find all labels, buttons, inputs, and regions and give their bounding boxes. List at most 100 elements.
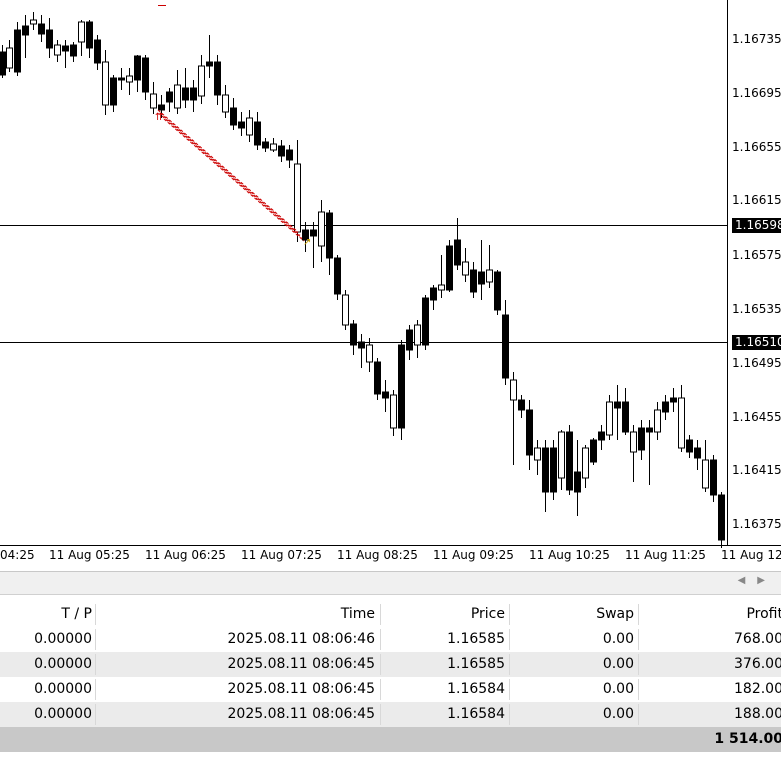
candle-body: [334, 257, 341, 295]
candle-body: [446, 245, 453, 291]
candlestick-chart[interactable]: ⇈ ↗: [0, 0, 781, 570]
price-chart[interactable]: ⇈ ↗ 1.16735 1.16695 1.16655 1.16615 1.16…: [0, 0, 781, 570]
header-price[interactable]: Price: [470, 606, 505, 622]
candle-body: [206, 61, 213, 67]
header-tp[interactable]: T / P: [61, 606, 92, 622]
trade-line: [163, 118, 305, 242]
scroll-arrows: ◀▶: [738, 575, 777, 586]
column-divider: [638, 654, 639, 675]
table-row[interactable]: 0.00000 2025.08.11 08:06:45 1.16585 0.00…: [0, 652, 781, 677]
candle-body: [350, 323, 357, 346]
candle-body: [38, 23, 45, 35]
candle-body: [614, 401, 621, 409]
candle-body: [518, 399, 525, 411]
candle-body: [0, 51, 6, 76]
price-tick: 1.16375: [732, 517, 781, 531]
header-time[interactable]: Time: [340, 606, 375, 622]
column-divider: [380, 629, 381, 650]
price-tick: 1.16535: [732, 302, 781, 316]
cell-price: 1.16585: [447, 656, 505, 672]
candle-body: [326, 212, 333, 259]
candle-body: [238, 121, 245, 129]
cell-price: 1.16584: [447, 681, 505, 697]
candle-body: [174, 84, 181, 109]
candle-body: [318, 211, 325, 247]
candle-body: [454, 239, 461, 266]
candle-body: [262, 141, 269, 149]
candle-body: [94, 39, 101, 64]
candle-body: [78, 21, 85, 43]
candle-body: [702, 459, 709, 489]
header-profit[interactable]: Profit: [746, 606, 781, 622]
candle-body: [254, 121, 261, 146]
candle-body: [694, 447, 701, 459]
column-divider: [638, 704, 639, 725]
cell-time: 2025.08.11 08:06:45: [227, 656, 376, 672]
candle-body: [118, 77, 125, 81]
price-tick: 1.16655: [732, 140, 781, 154]
candle-body: [198, 65, 205, 97]
candle-body: [366, 344, 373, 363]
scroll-right-icon[interactable]: ▶: [757, 575, 777, 586]
table-total-row: 1 514.00: [0, 727, 781, 752]
candle-body: [510, 379, 517, 401]
candle-body: [382, 391, 389, 399]
candle-body: [342, 294, 349, 326]
trade-close-arrow-icon: ↗: [303, 237, 311, 248]
candle-body: [662, 401, 669, 413]
column-divider: [95, 629, 96, 650]
cell-swap: 0.00: [602, 681, 634, 697]
price-tick: 1.16455: [732, 410, 781, 424]
column-divider: [509, 629, 510, 650]
candle-body: [494, 271, 501, 311]
column-divider[interactable]: [380, 604, 381, 625]
candle-body: [358, 341, 365, 349]
toolbox-divider-bar: ◀▶: [0, 571, 781, 595]
candle-body: [414, 324, 421, 346]
candle-body: [374, 361, 381, 395]
price-tick: 1.16695: [732, 86, 781, 100]
cell-time: 2025.08.11 08:06:45: [227, 706, 376, 722]
candle-body: [534, 447, 541, 461]
cell-swap: 0.00: [602, 706, 634, 722]
column-divider: [380, 704, 381, 725]
scroll-left-icon[interactable]: ◀: [737, 575, 758, 586]
cell-time: 2025.08.11 08:06:45: [227, 681, 376, 697]
candles-group: [0, 12, 725, 548]
candle-body: [710, 459, 717, 496]
candle-body: [62, 45, 69, 52]
candle-body: [718, 494, 725, 541]
candle-body: [526, 409, 533, 456]
candle-body: [214, 61, 221, 96]
column-divider[interactable]: [509, 604, 510, 625]
candle-body: [438, 284, 445, 291]
candle-body: [398, 344, 405, 429]
table-row[interactable]: 0.00000 2025.08.11 08:06:45 1.16584 0.00…: [0, 702, 781, 727]
candle-body: [646, 427, 653, 433]
cell-tp: 0.00000: [34, 706, 92, 722]
candle-body: [310, 229, 317, 237]
table-row[interactable]: 0.00000 2025.08.11 08:06:46 1.16585 0.00…: [0, 627, 781, 652]
table-row[interactable]: 0.00000 2025.08.11 08:06:45 1.16584 0.00…: [0, 677, 781, 702]
candle-body: [222, 94, 229, 113]
cell-tp: 0.00000: [34, 631, 92, 647]
candle-body: [670, 397, 677, 403]
column-divider[interactable]: [95, 604, 96, 625]
header-swap[interactable]: Swap: [596, 606, 634, 622]
candle-body: [606, 401, 613, 436]
candle-body: [462, 261, 469, 276]
price-tick: 1.16615: [732, 193, 781, 207]
column-divider: [380, 679, 381, 700]
column-divider[interactable]: [638, 604, 639, 625]
cell-profit: 768.00: [734, 631, 781, 647]
trade-open-arrow-icon: ⇈: [155, 112, 163, 123]
candle-body: [598, 431, 605, 441]
candle-body: [134, 55, 141, 81]
column-divider: [380, 654, 381, 675]
candle-body: [30, 19, 37, 25]
candle-body: [558, 431, 565, 479]
column-divider: [509, 704, 510, 725]
candle-body: [126, 75, 133, 83]
candle-body: [390, 394, 397, 429]
cell-price: 1.16584: [447, 706, 505, 722]
